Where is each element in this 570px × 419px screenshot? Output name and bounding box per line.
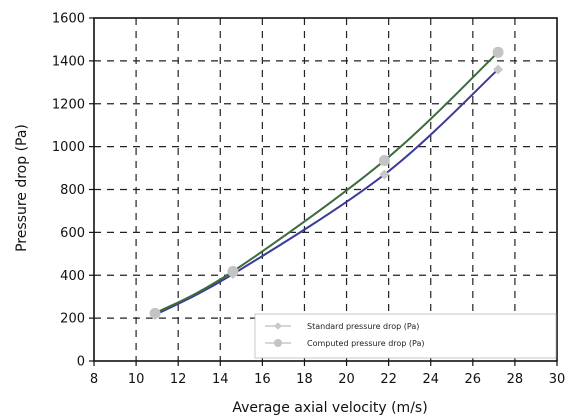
y-tick-label: 1200: [52, 97, 85, 112]
x-tick-label: 20: [338, 372, 355, 387]
x-tick-label: 12: [170, 372, 187, 387]
data-point-standard: [493, 64, 504, 75]
x-tick-label: 22: [380, 372, 397, 387]
x-tick-label: 28: [507, 372, 524, 387]
series-line-standard: [154, 68, 499, 316]
grid-lines: [94, 18, 557, 361]
y-tick-label: 0: [77, 355, 85, 370]
series-line-computed: [154, 51, 499, 315]
x-tick-label: 18: [296, 372, 313, 387]
data-point-standard: [379, 169, 390, 180]
x-tick-label: 26: [465, 372, 482, 387]
y-tick-label: 600: [60, 226, 85, 241]
legend-box: [254, 313, 557, 359]
series-markers: [149, 46, 504, 320]
y-axis-label: Pressure drop (Pa): [14, 124, 30, 252]
series-curves: [154, 51, 499, 316]
legend-marker-circle: [274, 339, 282, 347]
x-tick-label: 24: [422, 372, 439, 387]
data-point-computed: [378, 155, 390, 167]
x-axis-label: Average axial velocity (m/s): [232, 400, 427, 416]
y-tick-label: 1600: [52, 12, 85, 27]
x-tick-label: 30: [549, 372, 566, 387]
x-tick-label: 16: [254, 372, 271, 387]
y-tick-label: 1400: [52, 54, 85, 69]
y-tick-label: 400: [60, 269, 85, 284]
legend-entry-label: Computed pressure drop (Pa): [307, 339, 425, 348]
y-tick-label: 200: [60, 312, 85, 327]
data-point-computed: [149, 307, 161, 319]
y-tick-label: 1000: [52, 140, 85, 155]
data-point-computed: [227, 265, 239, 277]
x-axis-ticks: 8 10 12 14 16 18 20 22 24 26 28 30: [90, 361, 565, 387]
data-point-computed: [492, 46, 504, 58]
legend: Standard pressure drop (Pa) Computed pres…: [254, 313, 557, 359]
y-axis-ticks: 0 200 400 600 800 1000 1200 1400 1600: [52, 12, 94, 370]
x-tick-label: 14: [212, 372, 229, 387]
y-tick-label: 800: [60, 183, 85, 198]
legend-marker-diamond: [274, 322, 282, 330]
x-tick-label: 10: [128, 372, 145, 387]
legend-entry-label: Standard pressure drop (Pa): [307, 322, 419, 331]
x-tick-label: 8: [90, 372, 98, 387]
